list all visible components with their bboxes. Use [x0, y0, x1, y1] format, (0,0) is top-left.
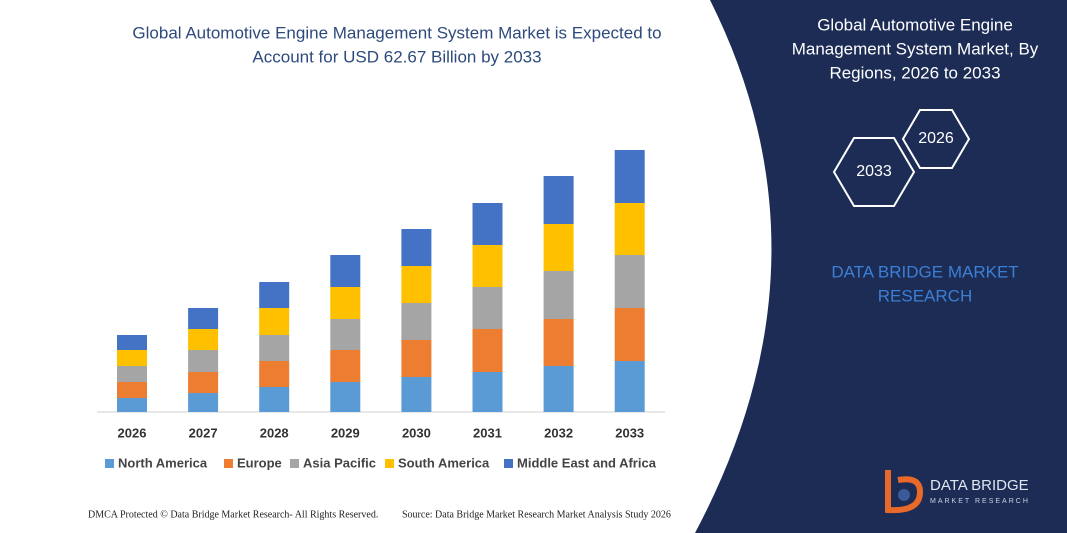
bar-segment: [188, 372, 219, 393]
legend-label: North America: [118, 455, 208, 470]
bar-segment: [188, 393, 219, 412]
brand-text: RESEARCH: [878, 286, 972, 305]
legend-label: South America: [398, 455, 490, 470]
bar-segment: [117, 335, 147, 350]
bar-segment: [330, 255, 361, 287]
legend-swatch: [385, 459, 394, 468]
side-panel: [695, 0, 1067, 533]
bar-segment: [259, 361, 290, 387]
hexagon: [832, 137, 916, 207]
x-tick-label: 2026: [118, 425, 147, 440]
bar-segment: [117, 398, 147, 412]
bar-segment: [188, 308, 219, 329]
bar-segment: [401, 303, 432, 340]
legend-label: Europe: [237, 455, 282, 470]
x-tick-label: 2029: [331, 425, 360, 440]
bar-segment: [614, 255, 645, 308]
x-tick-label: 2028: [260, 425, 289, 440]
bar-segment: [259, 387, 290, 412]
x-tick-label: 2031: [473, 425, 502, 440]
bar-segment: [401, 377, 432, 412]
bar-segment: [117, 350, 147, 366]
chart-title: Global Automotive Engine Management Syst…: [132, 23, 661, 42]
hexagon: [901, 109, 971, 169]
bar-segment: [330, 350, 361, 382]
bar-segment: [614, 150, 645, 203]
bar-segment: [614, 308, 645, 361]
panel-title: Global Automotive Engine: [817, 15, 1013, 34]
bar-segment: [188, 329, 219, 350]
panel-title: Management System Market, By: [792, 39, 1039, 58]
legend-swatch: [504, 459, 513, 468]
legend-label: Middle East and Africa: [517, 455, 657, 470]
x-tick-label: 2027: [189, 425, 218, 440]
bar-segment: [401, 229, 432, 266]
x-tick-label: 2032: [544, 425, 573, 440]
bar-segment: [401, 266, 432, 303]
bar-segment: [117, 382, 147, 398]
bar-segment: [472, 372, 503, 412]
bar-segment: [259, 282, 290, 308]
bar-segment: [259, 335, 290, 361]
legend-label: Asia Pacific: [303, 455, 376, 470]
logo-tagline: MARKET RESEARCH: [930, 498, 1030, 505]
bar-segment: [543, 224, 574, 271]
logo-icon: [885, 470, 924, 514]
bar-segment: [330, 287, 361, 319]
bar-segment: [330, 382, 361, 412]
hex-label: 2033: [856, 163, 892, 180]
x-tick-label: 2030: [402, 425, 431, 440]
bar-segment: [188, 350, 219, 372]
hex-label: 2026: [918, 130, 954, 147]
bar-segment: [472, 245, 503, 287]
brand-text: DATA BRIDGE MARKET: [831, 262, 1018, 281]
bar-segment: [543, 319, 574, 366]
legend-swatch: [105, 459, 114, 468]
panel-title: Regions, 2026 to 2033: [829, 63, 1000, 82]
bar-segment: [117, 366, 147, 382]
x-tick-label: 2033: [615, 425, 644, 440]
footer-left: DMCA Protected © Data Bridge Market Rese…: [88, 509, 378, 520]
logo: DATA BRIDGE MARKET RESEARCH: [885, 470, 1030, 514]
chart-title: Account for USD 62.67 Billion by 2033: [252, 47, 541, 66]
bar-segment: [543, 366, 574, 412]
bar-segment: [330, 319, 361, 350]
bar-segment: [472, 203, 503, 245]
bar-segment: [614, 361, 645, 412]
logo-name: DATA BRIDGE: [930, 477, 1029, 494]
bar-segment: [472, 329, 503, 372]
bar-segment: [543, 176, 574, 224]
legend-swatch: [290, 459, 299, 468]
legend-swatch: [224, 459, 233, 468]
bar-segment: [472, 287, 503, 329]
logo-icon: [898, 489, 910, 501]
bar-segment: [543, 271, 574, 319]
bar-segment: [614, 203, 645, 255]
bar-segment: [401, 340, 432, 377]
bar-segment: [259, 308, 290, 335]
footer-right: Source: Data Bridge Market Research Mark…: [402, 509, 671, 520]
